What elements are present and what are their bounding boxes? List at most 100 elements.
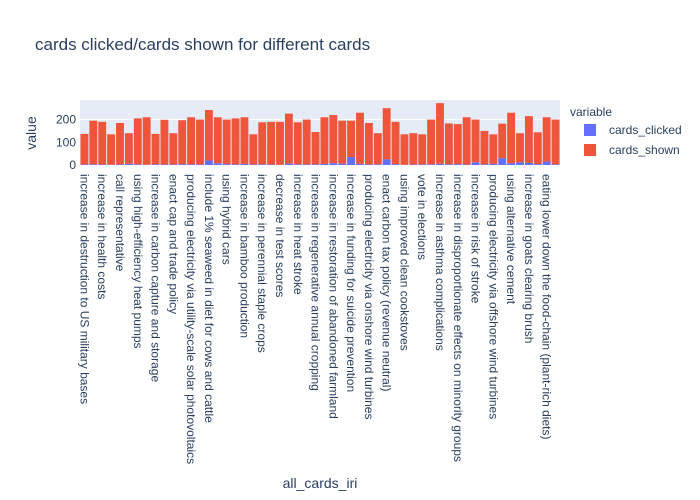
bar (302, 119, 311, 165)
bar (524, 162, 533, 165)
bar (311, 132, 320, 165)
x-tick-label: vote in elections (415, 174, 429, 260)
x-tick-label: eating lower down the food-chain (plant-… (540, 174, 554, 439)
bar (133, 118, 142, 165)
x-tick-label: increase in bamboo production (237, 174, 251, 338)
bar (356, 112, 364, 164)
bar (533, 164, 542, 165)
x-tick-label: producing electricity via utility-scale … (184, 174, 198, 464)
bar (249, 134, 258, 165)
bar (258, 122, 267, 165)
bar (240, 117, 249, 164)
bar (213, 163, 222, 165)
bar (480, 164, 489, 165)
bar (356, 163, 364, 165)
bar (444, 123, 453, 165)
bar (320, 163, 329, 165)
bar (471, 162, 480, 165)
x-axis-title: all_cards_iri (283, 475, 358, 491)
x-tick-label: include 1% seaweed in diet for cows and … (202, 174, 216, 423)
bar (364, 122, 373, 165)
bar (498, 123, 507, 159)
bar (187, 164, 196, 165)
bar (80, 133, 89, 165)
x-tick-label: increase in regenerative annual cropping (309, 174, 323, 391)
x-tick-label: increase in health costs (95, 174, 109, 299)
legend-label: cards_shown (609, 143, 680, 157)
bar (169, 133, 178, 165)
legend-swatch (584, 144, 596, 156)
bar (489, 163, 498, 165)
x-tick-label: using hybrid cars (220, 174, 234, 265)
bar (258, 164, 267, 165)
bar (542, 161, 551, 165)
bar (196, 164, 204, 165)
x-tick-label: enact carbon tax policy (revenue neutral… (380, 174, 394, 391)
y-axis-title: value (23, 116, 39, 150)
bar (338, 163, 347, 165)
bar (347, 157, 356, 165)
x-tick-label: increase in goats clearing brush (522, 174, 536, 343)
bar (284, 113, 293, 164)
bar (98, 121, 107, 165)
bar (204, 110, 213, 161)
bar (400, 134, 409, 165)
bar (116, 122, 124, 165)
legend-title: variable (570, 105, 612, 119)
bar (382, 159, 391, 165)
bar (507, 112, 516, 164)
bar (498, 158, 507, 165)
bar (293, 164, 302, 165)
bar (231, 118, 240, 165)
bar (382, 108, 391, 160)
bar (160, 119, 169, 165)
x-tick-label: increase in heat stroke (291, 174, 305, 295)
bar (427, 164, 436, 165)
bar (480, 130, 489, 165)
bar (133, 164, 142, 165)
bar (267, 121, 276, 165)
bar (89, 120, 98, 165)
bar (551, 119, 560, 165)
bar (204, 160, 213, 165)
bar (178, 164, 187, 165)
x-tick-label: producing electricity via offshore wind … (486, 174, 500, 419)
bar (276, 121, 284, 165)
bar (222, 164, 231, 165)
bar (524, 116, 533, 163)
bar (187, 117, 196, 165)
bar (551, 164, 560, 165)
bar (391, 121, 400, 165)
bar (516, 162, 524, 165)
bar (284, 163, 293, 165)
bar (373, 164, 382, 165)
bar (516, 133, 524, 163)
x-tick-label: increase in disproportionate effects on … (451, 174, 465, 462)
bar (196, 119, 204, 165)
bar (124, 133, 133, 164)
x-tick-label: using high-efficiency heat pumps (131, 174, 145, 349)
x-tick-label: producing electricity via onshore wind t… (362, 174, 376, 419)
bar (293, 122, 302, 165)
y-tick-label: 100 (56, 135, 76, 149)
bar (320, 117, 329, 164)
x-tick-label: increase in asthma complications (433, 174, 447, 351)
bar (533, 132, 542, 165)
bar (151, 133, 160, 165)
legend-label: cards_clicked (609, 123, 682, 137)
bar (462, 117, 471, 165)
bar (240, 163, 249, 165)
x-tick-label: decrease in test scores (273, 174, 287, 297)
x-tick-label: increase in perennial staple crops (255, 174, 269, 353)
legend-swatch (584, 124, 596, 136)
bar (542, 117, 551, 162)
bar (311, 164, 320, 165)
bar (142, 117, 151, 165)
bar (178, 120, 187, 165)
bar (329, 163, 338, 165)
bar (453, 164, 462, 165)
bar (418, 134, 427, 165)
x-tick-label: increase in funding for suicide preventi… (344, 174, 358, 392)
bar (507, 163, 516, 165)
